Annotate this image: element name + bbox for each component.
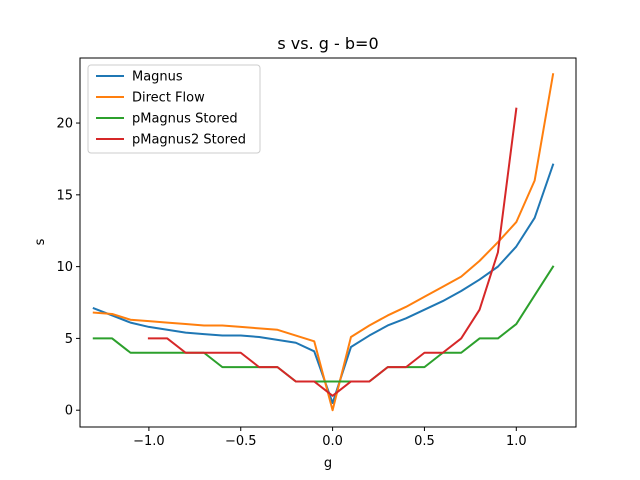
legend-label: Magnus [132,70,183,85]
series-layer [92,73,555,412]
y-axis-label: s [33,238,48,245]
plot-frame [79,57,577,428]
x-tick-label: 0.5 [414,434,435,449]
x-axis: −1.0 −0.5 0.0 0.5 1.0 [133,427,527,449]
x-tick-label: 1.0 [506,434,527,449]
series-line-pmagnus-stored [92,265,555,383]
y-tick-label: 5 [65,332,73,347]
chart-title: s vs. g - b=0 [277,34,378,53]
x-axis-label: g [324,456,332,471]
legend: Magnus Direct Flow pMagnus Stored pMagnus2 … [87,64,261,154]
legend-label: pMagnus Stored [132,112,238,127]
x-tick-label: −1.0 [133,434,165,449]
y-tick-label: 20 [56,117,73,132]
legend-label: pMagnus2 Stored [132,133,246,148]
y-tick-label: 0 [65,404,73,419]
y-axis: 0 5 10 15 20 [56,117,80,419]
y-tick-label: 10 [56,260,73,275]
legend-label: Direct Flow [132,91,205,106]
legend-box [87,64,261,154]
y-tick-label: 15 [56,188,73,203]
x-tick-label: 0.0 [322,434,343,449]
x-tick-label: −0.5 [225,434,257,449]
series-line-pmagnus2-stored [147,107,518,397]
series-line-direct-flow [92,73,555,412]
